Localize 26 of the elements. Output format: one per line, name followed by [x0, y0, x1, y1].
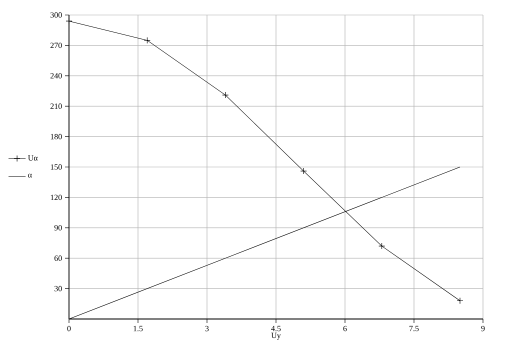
- x-tick-label: 7.5: [410, 326, 419, 332]
- y-tick-label: 90: [54, 225, 62, 230]
- x-tick-label: 9: [481, 326, 485, 332]
- point: [66, 18, 72, 24]
- y-tick-label: 120: [50, 194, 62, 200]
- x-tick-label: 1.5: [134, 326, 143, 332]
- legend-label: α: [28, 174, 32, 178]
- point: [456, 297, 464, 304]
- x-axis-title: Uy: [271, 332, 281, 340]
- point: [300, 168, 307, 174]
- y-tick-label: 180: [50, 134, 62, 140]
- y-tick-label: 60: [54, 256, 62, 261]
- x-tick-label: 3: [205, 326, 209, 332]
- y-tick-label: 240: [50, 73, 62, 78]
- point: [222, 92, 229, 98]
- x-tick-label: 4.5: [271, 326, 281, 332]
- y-tick-label: 30: [54, 286, 62, 292]
- y-tick-label: 150: [50, 164, 62, 170]
- legend-label: Uα: [28, 155, 38, 161]
- point: [144, 37, 150, 44]
- y-tick-label: 300: [50, 12, 62, 18]
- x-tick-label: 0: [67, 326, 71, 332]
- y-tick-label: 270: [50, 42, 62, 48]
- y-tick-label: 210: [50, 104, 62, 109]
- x-tick-label: 6: [343, 326, 347, 332]
- point: [378, 242, 386, 250]
